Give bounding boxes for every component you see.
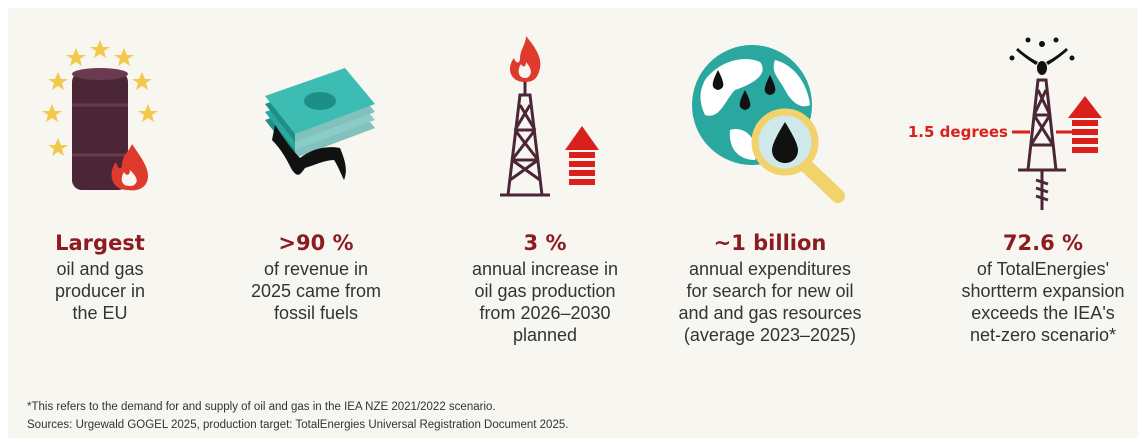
headline: 3 %: [524, 231, 567, 255]
description-line: (average 2023–2025): [684, 325, 856, 345]
description-line: and and gas resources: [678, 303, 861, 323]
derrick-icon-2: [1018, 78, 1066, 210]
headline: ~1 billion: [714, 231, 827, 255]
up-arrow-2: [1068, 96, 1102, 153]
money-icon: [265, 68, 375, 180]
flame-core: [518, 62, 531, 78]
description-line: producer in: [55, 281, 145, 301]
description-line: for search for new oil: [686, 281, 853, 301]
derrick-icon: [500, 82, 550, 197]
description-line: the EU: [72, 303, 127, 323]
sources: Sources: Urgewald GOGEL 2025, production…: [27, 419, 568, 431]
description-line: exceeds the IEA's: [971, 303, 1115, 323]
footnote: *This refers to the demand for and suppl…: [27, 401, 496, 413]
headline: Largest: [55, 231, 145, 255]
description-line: oil gas production: [474, 281, 615, 301]
description-line: of TotalEnergies': [977, 259, 1109, 279]
description-line: annual increase in: [472, 259, 618, 279]
oil-spray: [1009, 37, 1075, 75]
background: [8, 8, 1138, 438]
description-line: 2025 came from: [251, 281, 381, 301]
annotation: 1.5 degrees: [908, 123, 1008, 141]
description-line: annual expenditures: [689, 259, 851, 279]
description-line: net-zero scenario*: [970, 325, 1116, 345]
description-line: fossil fuels: [274, 303, 358, 323]
description-line: shortterm expansion: [961, 281, 1124, 301]
description-line: planned: [513, 325, 577, 345]
barrel-icon: [42, 40, 158, 191]
description-line: of revenue in: [264, 259, 368, 279]
globe-icon: [692, 45, 845, 203]
description-line: oil and gas: [56, 259, 143, 279]
headline: 72.6 %: [1003, 231, 1083, 255]
up-arrow: [565, 126, 599, 185]
description-line: from 2026–2030: [479, 303, 610, 323]
flame: [509, 36, 541, 82]
headline: >90 %: [278, 231, 353, 255]
